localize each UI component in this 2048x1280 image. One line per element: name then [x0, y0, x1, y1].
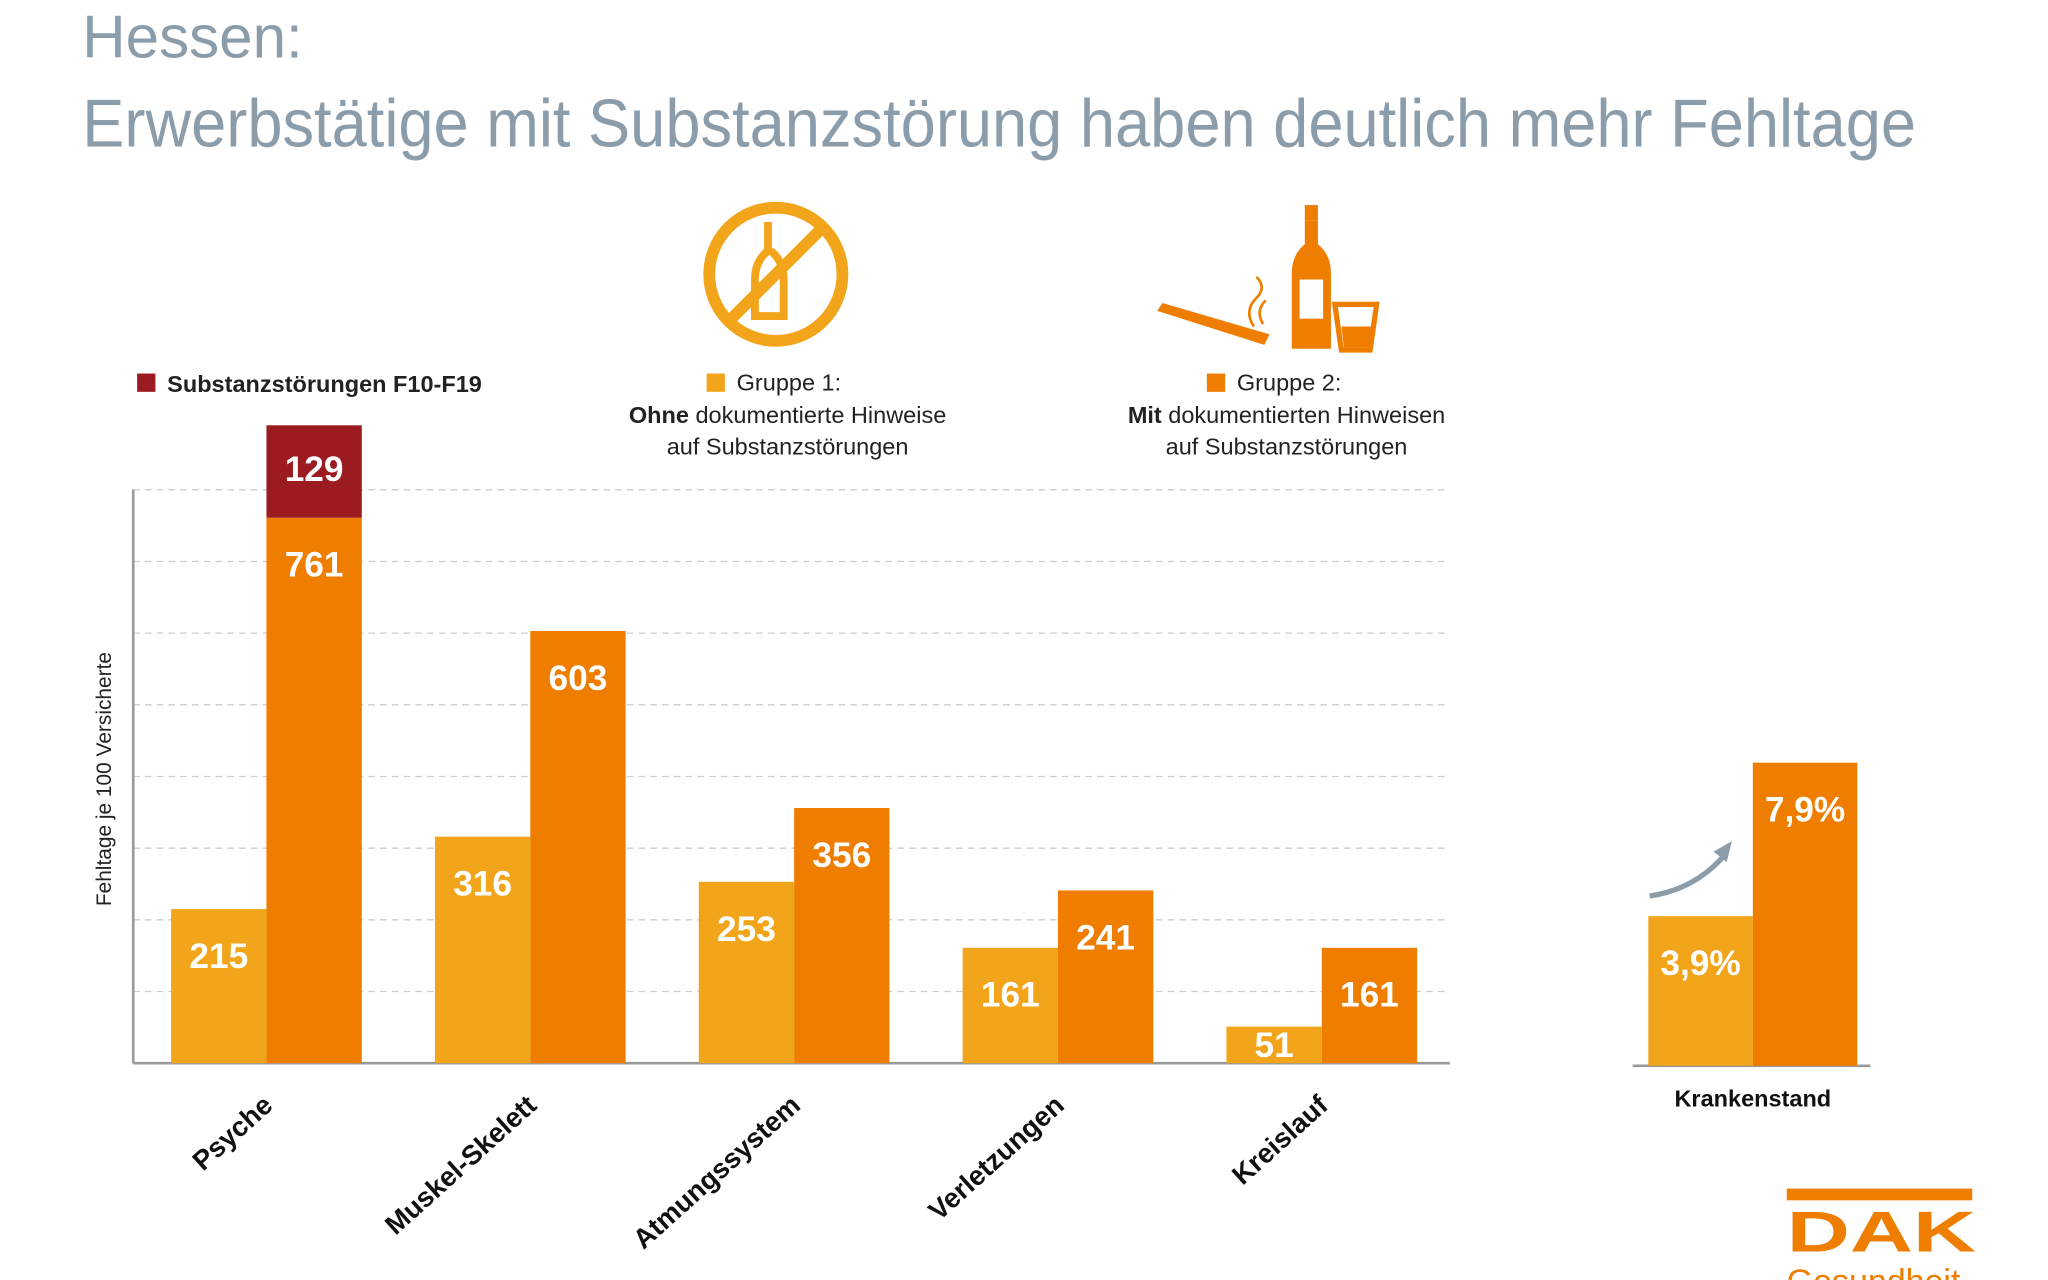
value-label: 51 [1255, 1026, 1294, 1065]
bar [962, 947, 1058, 1064]
x-tick-label: Verletzungen [922, 1089, 1070, 1226]
value-label: 761 [285, 546, 344, 585]
legend-detail-line: auf Substanzstörungen [667, 434, 909, 460]
legend-detail-rest: dokumentierten Hinweisen [1168, 402, 1445, 428]
y-axis-label: Fehltage je 100 Versicherte [93, 652, 116, 906]
legend-detail-bold: Mit [1128, 402, 1162, 428]
legend: Gruppe 1: Ohne dokumentierte Hinweise auf S… [137, 370, 1445, 460]
legend-detail: Ohne dokumentierte Hinweise [629, 402, 946, 428]
brand-sub: Gesundheit [1787, 1263, 1961, 1280]
value-label: 161 [981, 976, 1040, 1015]
bar [266, 425, 362, 518]
bar [698, 881, 795, 1064]
legend-label: Gruppe 2: [1237, 370, 1342, 396]
bar [171, 909, 267, 1064]
legend-label: Gruppe 1: [737, 370, 842, 396]
legend-detail-bold: Ohne [629, 402, 689, 428]
legend-label: Substanzstörungen F10-F19 [167, 371, 482, 397]
value-label: 215 [189, 937, 248, 976]
value-label: 356 [812, 836, 871, 875]
bar [1057, 890, 1154, 1064]
value-label: 161 [1340, 976, 1399, 1015]
title: Hessen: [82, 3, 302, 70]
logo: DAK Gesundheit [1786, 1188, 1976, 1280]
brand: DAK [1787, 1200, 1976, 1264]
value-label: 603 [549, 659, 608, 698]
bar [434, 836, 531, 1064]
x-tick-label: Krankenstand [1674, 1085, 1831, 1111]
x-tick-label: Atmungssystem [627, 1089, 806, 1255]
bar [1226, 1026, 1322, 1064]
bar [266, 517, 362, 1064]
x-tick-label: Psyche [186, 1089, 278, 1176]
side-chart: 3,9% 7,9% Krankenstand [1632, 762, 1871, 1111]
bar [1321, 947, 1418, 1064]
value-label: 3,9% [1660, 944, 1740, 983]
x-tick-label: Muskel-Skelett [379, 1089, 542, 1240]
legend-detail: Mit dokumentierten Hinweisen [1128, 402, 1445, 428]
bar [1648, 916, 1753, 1066]
bar [530, 630, 626, 1064]
x-tick-label: Kreislauf [1226, 1088, 1335, 1190]
value-label: 7,9% [1765, 791, 1845, 830]
legend-swatch [137, 373, 156, 392]
value-label: 253 [717, 910, 776, 949]
icon-no-alcohol [703, 201, 849, 347]
legend-detail-rest: dokumentierte Hinweise [695, 402, 946, 428]
icon-substances [1157, 205, 1380, 353]
legend-swatch [706, 373, 725, 392]
arrow-head [1713, 841, 1732, 863]
arrow [1649, 852, 1728, 899]
bar [1752, 762, 1858, 1066]
value-label: 241 [1076, 918, 1135, 957]
value-label: 316 [453, 865, 512, 904]
legend-swatch [1206, 373, 1226, 392]
main-chart: Fehltage je 100 Versicherte 215 761 129 Psyc… [93, 425, 1450, 1255]
subtitle: Erwerbstätige mit Substanzstörung haben … [82, 86, 1916, 161]
legend-detail-line: auf Substanzstörungen [1166, 434, 1408, 460]
bar [794, 808, 890, 1064]
value-label: 129 [285, 450, 344, 489]
